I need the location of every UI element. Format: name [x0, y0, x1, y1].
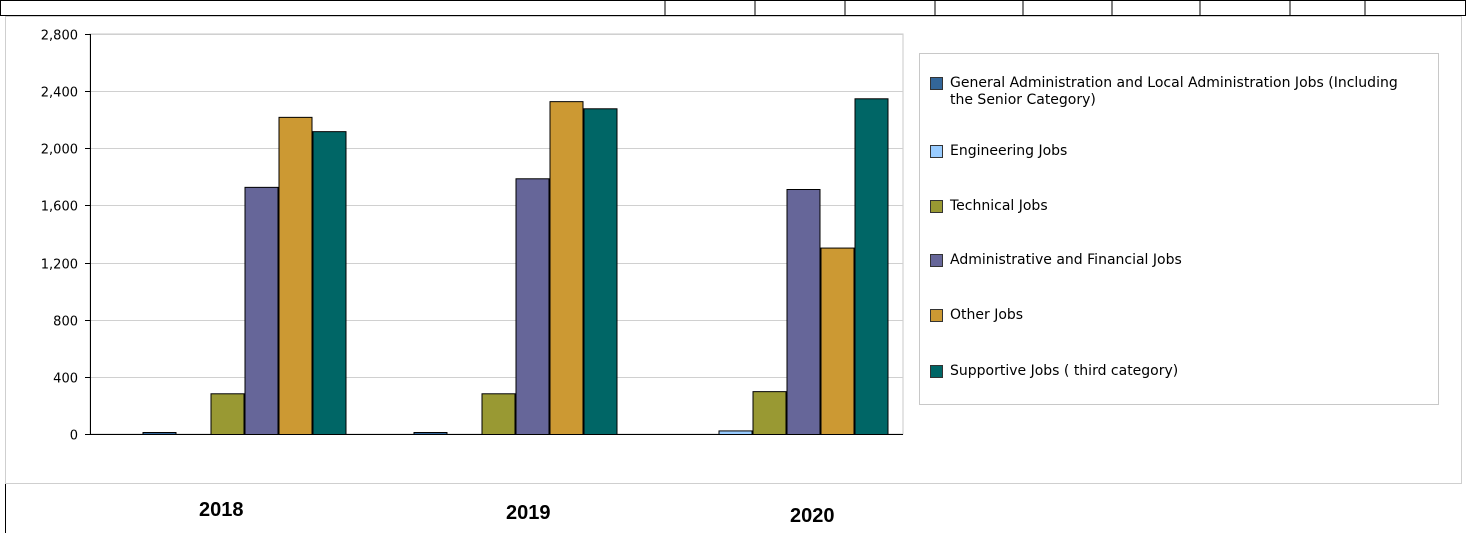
- legend-label: Other Jobs: [950, 307, 1024, 323]
- legend-item: Engineering Jobs: [930, 143, 1420, 160]
- legend-item: Supportive Jobs ( third category): [930, 363, 1420, 380]
- legend: General Administration and Local Adminis…: [919, 53, 1439, 405]
- legend-swatch: [930, 200, 943, 213]
- legend-label: Supportive Jobs ( third category): [950, 363, 1179, 379]
- bar-group: [142, 98, 889, 436]
- y-tick-label: 2,800: [41, 29, 78, 44]
- plot-area: [89, 33, 904, 435]
- legend-item: Administrative and Financial Jobs: [930, 252, 1420, 269]
- bar: [244, 186, 279, 435]
- legend-item: Technical Jobs: [930, 198, 1420, 215]
- legend-item: General Administration and Local Adminis…: [930, 75, 1420, 109]
- legend-label: General Administration and Local Adminis…: [950, 75, 1398, 108]
- legend-label: Administrative and Financial Jobs: [950, 252, 1182, 268]
- y-tick-labels: 0 400 800 1,200 1,600 2,000 2,400 2,800: [41, 29, 78, 444]
- grid-lines: [89, 33, 904, 435]
- table-border-line: [5, 484, 6, 533]
- bar: [786, 189, 821, 435]
- bar: [481, 393, 516, 435]
- legend-swatch: [930, 254, 943, 267]
- bar: [583, 108, 618, 436]
- legend-label: Engineering Jobs: [950, 143, 1068, 159]
- bar: [752, 391, 787, 435]
- bar: [854, 98, 889, 436]
- bar: [820, 247, 855, 435]
- axes: [85, 34, 903, 435]
- x-category-label: 2018: [199, 499, 244, 521]
- y-tick-label: 1,200: [41, 258, 78, 273]
- bar: [549, 101, 584, 436]
- y-tick-label: 400: [53, 372, 78, 387]
- y-tick-label: 800: [53, 315, 78, 330]
- y-tick-label: 0: [70, 429, 78, 444]
- bar: [278, 116, 313, 435]
- legend-swatch: [930, 77, 943, 90]
- legend-item: Other Jobs: [930, 307, 1420, 324]
- y-tick-label: 1,600: [41, 200, 78, 215]
- legend-label: Technical Jobs: [950, 198, 1048, 214]
- x-category-label: 2019: [506, 502, 551, 524]
- y-tick-label: 2,000: [41, 143, 78, 158]
- y-tick-label: 2,400: [41, 86, 78, 101]
- bar: [312, 131, 347, 435]
- legend-swatch: [930, 309, 943, 322]
- bar: [210, 393, 245, 435]
- x-category-label: 2020: [790, 505, 835, 527]
- legend-swatch: [930, 365, 943, 378]
- bar: [515, 178, 550, 435]
- bar: [718, 430, 753, 435]
- legend-swatch: [930, 145, 943, 158]
